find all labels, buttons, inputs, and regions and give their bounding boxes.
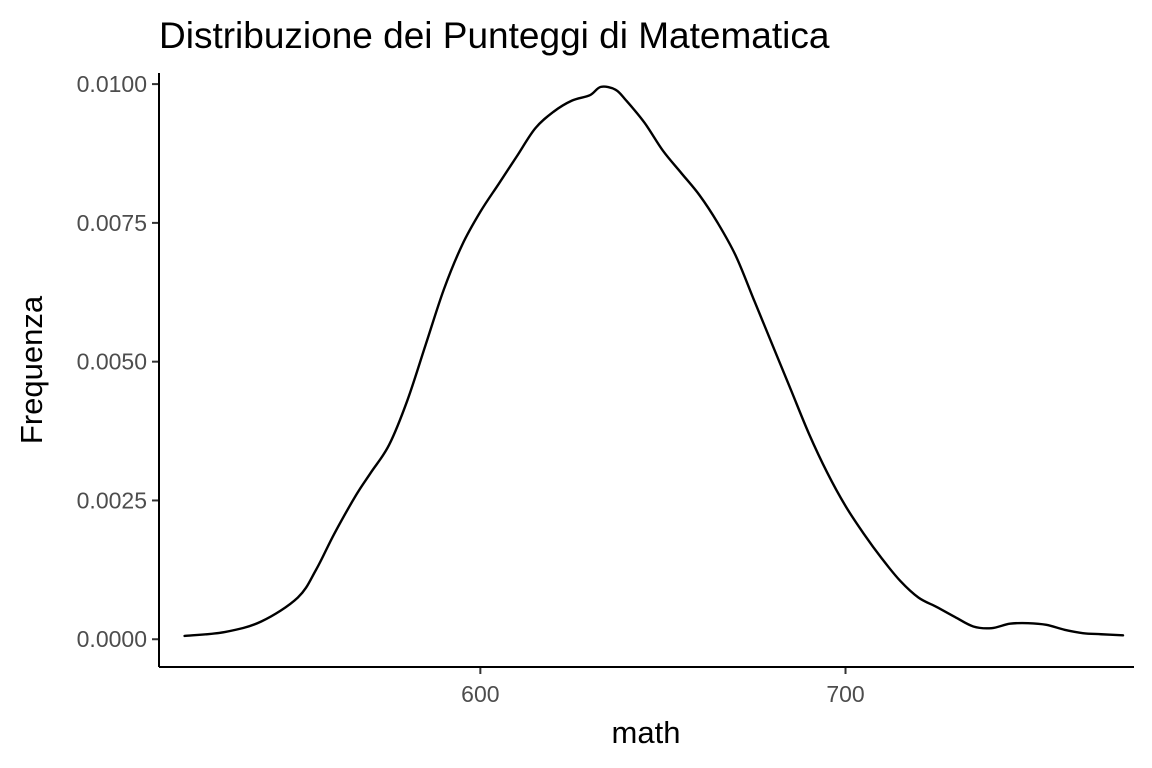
x-axis-ticks: 600 700: [461, 667, 865, 707]
y-axis-ticks: 0.0000 0.0025 0.0050 0.0075 0.0100: [77, 71, 159, 652]
y-tick-label: 0.0075: [77, 210, 147, 236]
y-axis-title: Frequenza: [14, 295, 49, 444]
chart-title: Distribuzione dei Punteggi di Matematica: [159, 15, 830, 56]
y-tick-label: 0.0025: [77, 487, 147, 513]
y-tick-label: 0.0000: [77, 626, 147, 652]
x-tick-label: 600: [461, 681, 499, 707]
x-tick-label: 700: [826, 681, 864, 707]
y-tick-label: 0.0050: [77, 349, 147, 375]
x-axis-title: math: [612, 715, 681, 750]
y-tick-label: 0.0100: [77, 71, 147, 97]
density-line: [183, 85, 1125, 638]
